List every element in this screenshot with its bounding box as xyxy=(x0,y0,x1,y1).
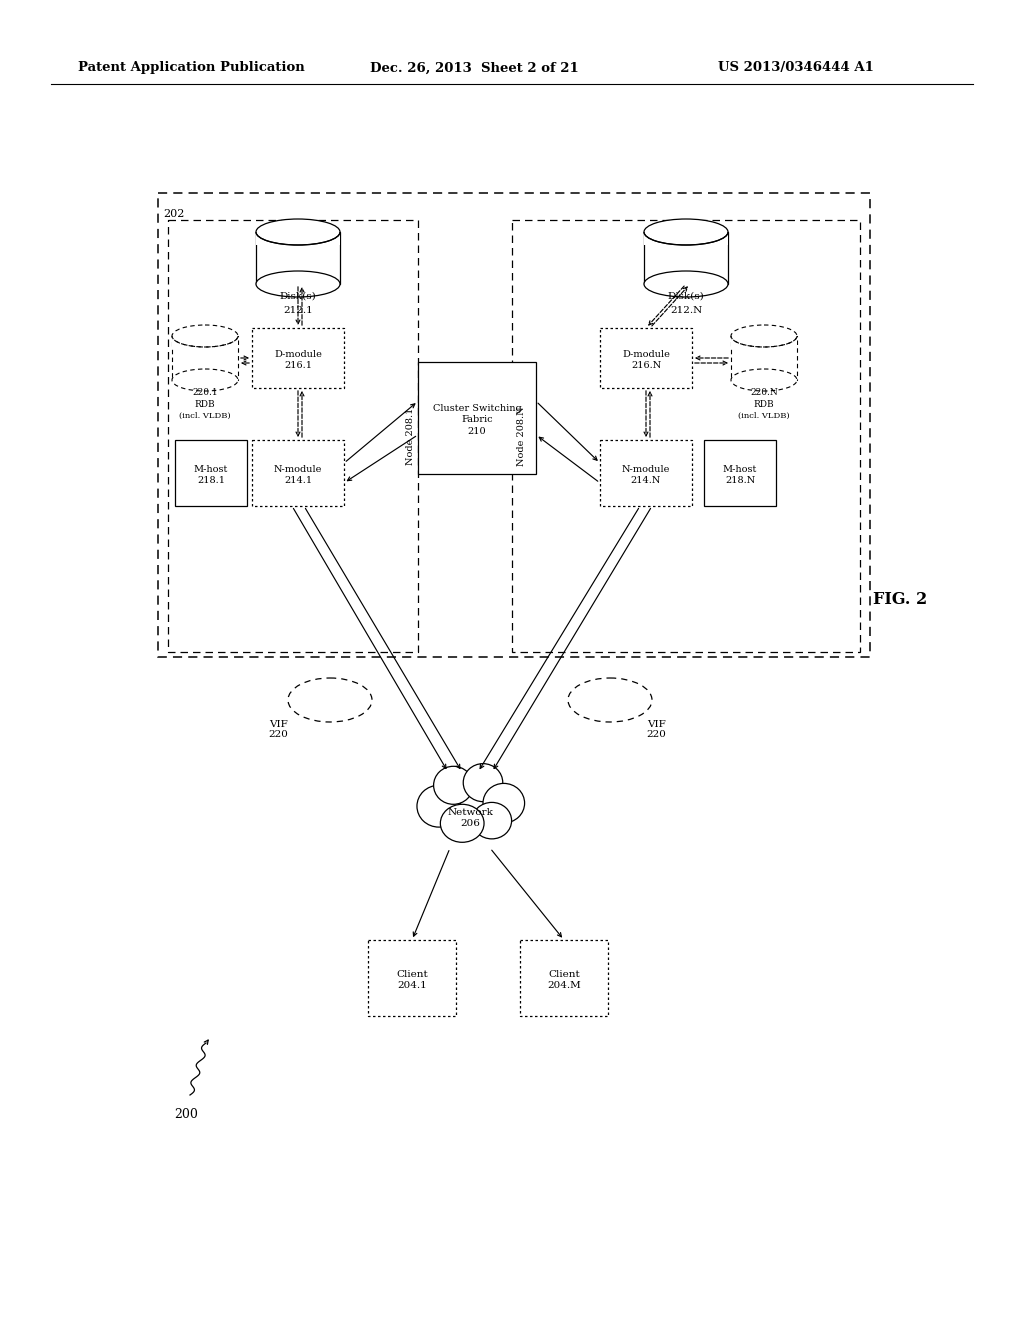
Text: 212.1: 212.1 xyxy=(283,306,313,315)
Bar xyxy=(418,362,536,474)
Text: RDB: RDB xyxy=(195,400,215,409)
Text: Disk(s): Disk(s) xyxy=(280,292,316,301)
Text: N-module
214.1: N-module 214.1 xyxy=(273,465,323,484)
Text: Client
204.M: Client 204.M xyxy=(547,970,581,990)
Text: (incl. VLDB): (incl. VLDB) xyxy=(179,412,230,420)
Bar xyxy=(172,337,238,348)
Text: M-host
218.1: M-host 218.1 xyxy=(194,465,228,484)
Text: Dec. 26, 2013  Sheet 2 of 21: Dec. 26, 2013 Sheet 2 of 21 xyxy=(370,62,579,74)
Text: N-module
214.N: N-module 214.N xyxy=(622,465,670,484)
Text: 202: 202 xyxy=(163,209,184,219)
Bar xyxy=(600,440,692,506)
Ellipse shape xyxy=(483,783,524,822)
Ellipse shape xyxy=(256,219,340,246)
Text: D-module
216.N: D-module 216.N xyxy=(622,350,670,370)
Text: 220.1: 220.1 xyxy=(193,388,218,397)
Text: Disk(s): Disk(s) xyxy=(668,292,705,301)
Ellipse shape xyxy=(644,271,728,297)
Text: Network
206: Network 206 xyxy=(447,808,493,828)
Text: RDB: RDB xyxy=(754,400,774,409)
Bar xyxy=(168,220,418,652)
Bar xyxy=(256,232,340,284)
Bar xyxy=(172,337,238,380)
Ellipse shape xyxy=(440,804,484,842)
Ellipse shape xyxy=(433,767,473,804)
Text: VIF
220: VIF 220 xyxy=(646,719,666,739)
Text: Node 208.1: Node 208.1 xyxy=(406,408,415,465)
Ellipse shape xyxy=(172,325,238,347)
Bar xyxy=(252,440,344,506)
Text: FIG. 2: FIG. 2 xyxy=(872,591,927,609)
Ellipse shape xyxy=(731,370,797,391)
Bar xyxy=(158,193,870,657)
Ellipse shape xyxy=(256,271,340,297)
Text: D-module
216.1: D-module 216.1 xyxy=(274,350,322,370)
Ellipse shape xyxy=(433,777,507,832)
Ellipse shape xyxy=(417,785,461,828)
Text: (incl. VLDB): (incl. VLDB) xyxy=(738,412,790,420)
Text: Node 208.N: Node 208.N xyxy=(517,407,526,466)
Bar xyxy=(512,220,860,652)
Bar xyxy=(520,940,608,1016)
Text: M-host
218.N: M-host 218.N xyxy=(723,465,757,484)
Ellipse shape xyxy=(568,678,652,722)
Text: Cluster Switching
Fabric
210: Cluster Switching Fabric 210 xyxy=(432,404,521,436)
Bar xyxy=(731,337,797,380)
Bar xyxy=(368,940,456,1016)
Text: 212.N: 212.N xyxy=(670,306,702,315)
Bar xyxy=(600,327,692,388)
Ellipse shape xyxy=(463,764,503,801)
Text: 220.N: 220.N xyxy=(751,388,778,397)
Ellipse shape xyxy=(472,803,512,840)
Bar xyxy=(256,232,340,246)
Bar xyxy=(644,232,728,284)
Ellipse shape xyxy=(731,325,797,347)
Text: Patent Application Publication: Patent Application Publication xyxy=(78,62,305,74)
Text: 200: 200 xyxy=(174,1107,198,1121)
Text: US 2013/0346444 A1: US 2013/0346444 A1 xyxy=(718,62,873,74)
Ellipse shape xyxy=(172,370,238,391)
Bar xyxy=(731,337,797,348)
Bar xyxy=(644,232,728,246)
Text: VIF
220: VIF 220 xyxy=(268,719,288,739)
Bar xyxy=(175,440,247,506)
Bar xyxy=(705,440,776,506)
Ellipse shape xyxy=(288,678,372,722)
Ellipse shape xyxy=(644,219,728,246)
Bar xyxy=(252,327,344,388)
Text: Client
204.1: Client 204.1 xyxy=(396,970,428,990)
